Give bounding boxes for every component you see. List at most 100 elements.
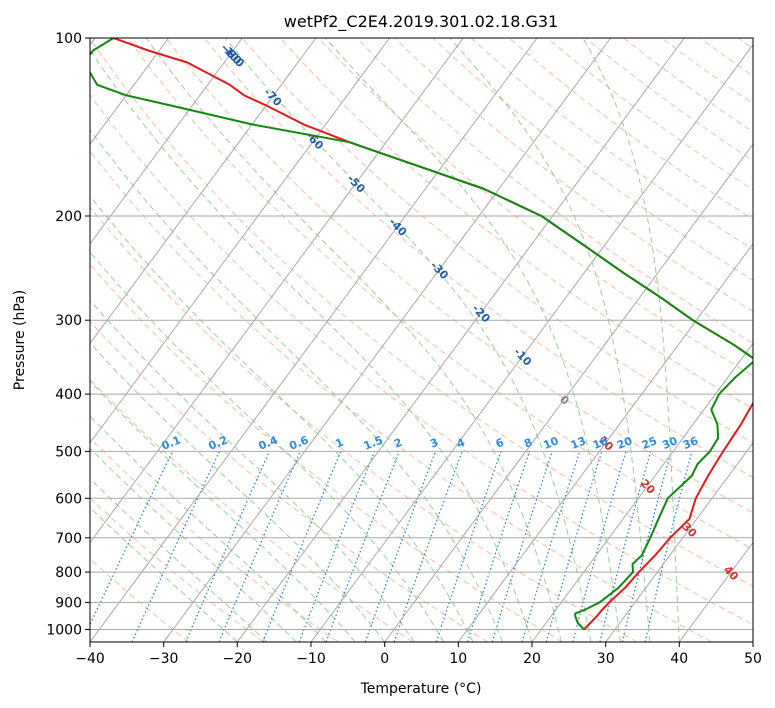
mixing-ratio-line <box>185 451 270 642</box>
moist-adiabat <box>90 195 474 642</box>
isotherm-label: -50 <box>344 172 367 196</box>
y-tick-label: 800 <box>55 565 82 581</box>
isotherm-line <box>90 38 170 146</box>
moist-adiabat <box>449 38 651 642</box>
y-tick-label: 400 <box>55 387 82 403</box>
dry-adiabat <box>90 378 414 642</box>
isotherm-line <box>163 38 612 642</box>
moist-adiabat <box>225 38 592 642</box>
mixing-ratio-line <box>599 451 652 642</box>
mixing-ratio-label: 13 <box>569 434 588 452</box>
isotherm-line <box>531 342 753 642</box>
dry-adiabat <box>432 38 753 281</box>
moist-adiabat <box>145 38 562 642</box>
isotherm-line <box>457 242 753 642</box>
isotherm-line <box>236 38 685 642</box>
moist-adiabat <box>90 299 415 642</box>
isotherm-label: -10 <box>511 345 534 369</box>
mixing-ratio-label: 4 <box>455 436 467 451</box>
dry-adiabat <box>90 497 264 642</box>
dry-adiabat <box>356 38 753 344</box>
dry-adiabat <box>90 437 339 642</box>
mixing-ratio-line <box>298 451 376 642</box>
moist-adiabat <box>90 251 445 642</box>
mixing-ratio-line <box>572 451 627 642</box>
profile-layer <box>90 38 753 631</box>
mixing-ratio-label: 8 <box>522 436 534 451</box>
mixing-ratio-label: 2 <box>392 436 404 451</box>
mixing-ratio-line <box>466 451 531 642</box>
dry-adiabat <box>737 38 753 50</box>
background-lines <box>90 38 753 642</box>
x-tick-label: −20 <box>223 651 253 667</box>
moist-adiabat <box>90 447 297 642</box>
isotherm-label: 20 <box>638 477 658 497</box>
mixing-ratio-label: 36 <box>681 434 700 452</box>
x-tick-label: −30 <box>149 651 179 667</box>
x-tick-label: 40 <box>670 651 688 667</box>
y-tick-label: 1000 <box>46 623 82 639</box>
mixing-ratio-line <box>435 451 502 642</box>
dry-adiabat <box>280 38 753 410</box>
mixing-ratio-label: 0.4 <box>257 433 280 452</box>
mixing-ratio-label: 6 <box>494 436 506 451</box>
plot-frame <box>89 37 754 643</box>
isotherm-line <box>90 38 391 444</box>
dry-adiabat <box>623 38 753 133</box>
dry-adiabat <box>699 38 753 77</box>
mixing-ratio-label: 1.5 <box>362 433 385 452</box>
moist-adiabat <box>90 48 533 642</box>
x-tick-label: −10 <box>296 651 326 667</box>
mixing-ratio-line <box>262 451 342 642</box>
isotherm-label: -20 <box>469 302 492 326</box>
mixing-ratio-line <box>90 451 174 626</box>
dry-adiabat <box>546 38 753 191</box>
isotherm-line <box>90 38 243 245</box>
isotherm-label: -30 <box>428 259 451 283</box>
y-tick-label: 200 <box>55 209 82 225</box>
y-tick-label: 900 <box>55 595 82 611</box>
isotherm-line <box>90 38 538 642</box>
mixing-ratio-label: 0.6 <box>287 433 310 452</box>
mixing-ratio-label: 0.1 <box>160 433 183 452</box>
y-tick-label: 600 <box>55 491 82 507</box>
moist-adiabat <box>325 38 621 642</box>
x-tick-label: 50 <box>744 651 762 667</box>
mixing-ratio-label: 20 <box>615 434 634 452</box>
isotherm-line <box>90 38 317 345</box>
isotherm-line <box>90 38 464 544</box>
isotherm-line <box>752 641 753 642</box>
moist-adiabat <box>90 477 268 642</box>
mixing-ratio-line <box>393 451 463 642</box>
mixing-ratio-label: 0.2 <box>207 433 230 452</box>
y-tick-label: 500 <box>55 444 82 460</box>
x-tick-label: 0 <box>380 651 389 667</box>
y-axis-title: Pressure (hPa) <box>12 290 28 390</box>
moist-adiabat <box>90 342 386 642</box>
x-tick-label: 20 <box>523 651 541 667</box>
x-axis: −40 −30 −20 −10 0 10 20 30 40 50 <box>75 642 762 667</box>
y-tick-label: 700 <box>55 531 82 547</box>
isotherm-line <box>605 442 753 642</box>
mixing-ratio-line <box>545 451 603 642</box>
x-tick-label: −40 <box>75 651 105 667</box>
mixing-ratio-label: 16 <box>591 434 610 452</box>
dry-adiabat <box>90 206 638 642</box>
dry-adiabat <box>318 38 753 377</box>
dry-adiabat <box>90 320 488 642</box>
mixing-ratio-line <box>218 451 301 642</box>
mixing-ratio-line <box>491 451 553 642</box>
moist-adiabat <box>90 129 503 642</box>
dry-adiabat <box>470 38 753 251</box>
moist-adiabat <box>90 415 327 642</box>
moist-adiabat <box>582 38 680 642</box>
y-axis: 100 200 300 400 500 600 700 800 900 1000 <box>46 31 90 639</box>
dry-adiabat <box>90 150 712 642</box>
dry-adiabat <box>90 38 753 588</box>
temperature-profile-line <box>113 38 753 631</box>
isotherm-line <box>310 43 753 642</box>
mixing-ratio-label: 25 <box>640 434 659 452</box>
dewpoint-profile-line <box>90 38 753 631</box>
